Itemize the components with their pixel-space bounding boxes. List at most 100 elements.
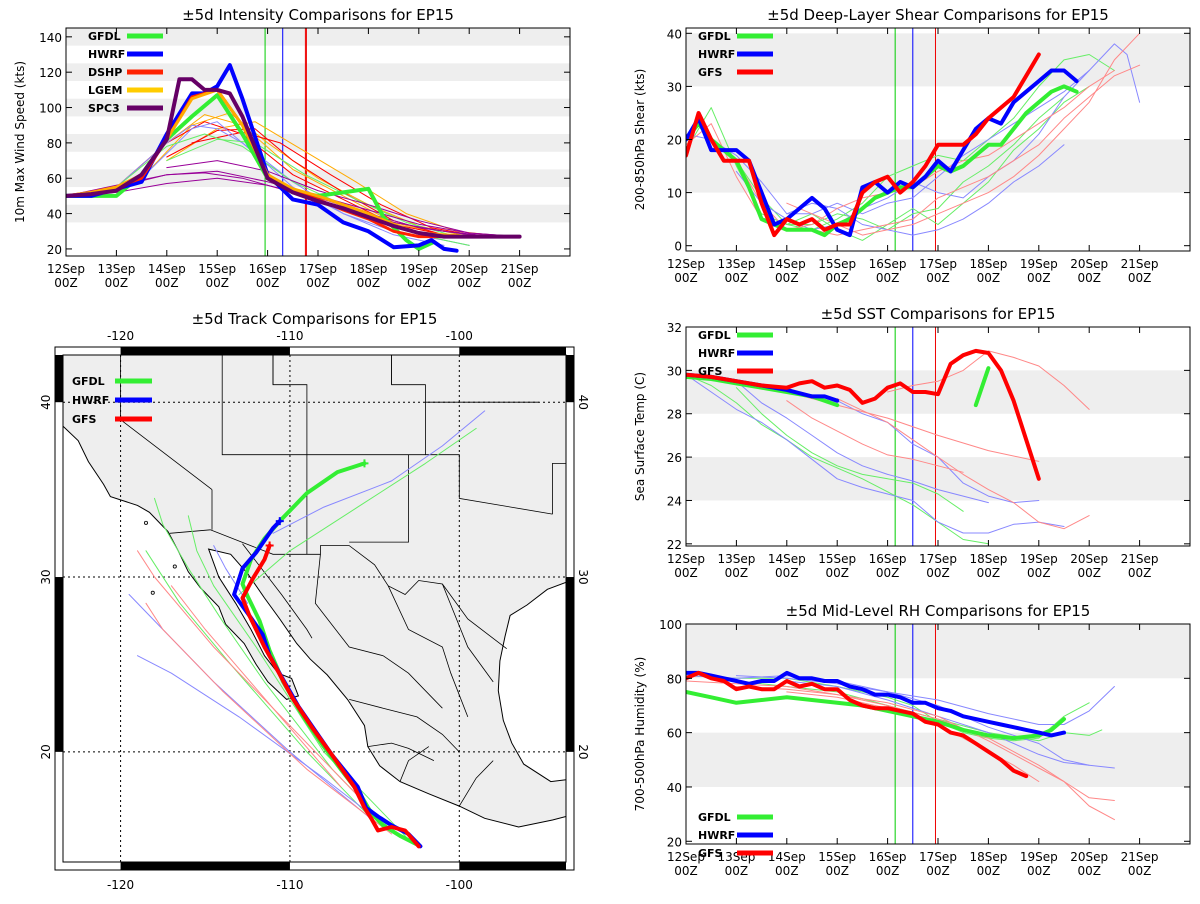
x-tick-label-date: 21Sep	[501, 262, 539, 276]
shaded-band	[66, 28, 570, 46]
x-tick-label-date: 12Sep	[47, 262, 85, 276]
plot-area	[66, 28, 570, 256]
y-tick-label: 40	[667, 27, 682, 41]
x-tick-label-hour: 00Z	[457, 276, 481, 290]
ensemble-member-line	[836, 398, 1090, 530]
x-tick-label-hour: 00Z	[407, 276, 431, 290]
border-bar	[120, 862, 290, 870]
ensemble-member-line	[166, 128, 495, 238]
legend-label: GFS	[72, 413, 97, 426]
island	[172, 564, 177, 569]
ensemble-track	[272, 410, 486, 534]
ensemble-member-line	[686, 680, 1115, 801]
chart-title: ±5d Mid-Level RH Comparisons for EP15	[786, 602, 1091, 620]
legend-label: HWRF	[698, 347, 735, 360]
ensemble-member-line	[887, 350, 1090, 410]
longitude-label-top: -100	[446, 329, 473, 343]
border-bar	[120, 347, 290, 355]
legend-label: HWRF	[72, 394, 109, 407]
x-tick-label-date: 13Sep	[717, 552, 755, 566]
latitude-label-right: 20	[576, 744, 590, 759]
political-border	[399, 746, 430, 782]
ensemble-track	[137, 550, 359, 797]
x-tick-label-date: 14Sep	[148, 262, 186, 276]
x-tick-label-date: 13Sep	[717, 257, 755, 271]
series-gfs	[686, 670, 1029, 779]
y-tick-label: 60	[667, 727, 682, 741]
x-tick-label-hour: 00Z	[725, 271, 749, 285]
y-axis-label: Sea Surface Temp (C)	[633, 372, 647, 501]
x-tick-label-hour: 00Z	[1128, 271, 1152, 285]
ensemble-member-line	[686, 675, 1115, 769]
y-tick-label: 40	[667, 781, 682, 795]
rh-chart: 12Sep00Z13Sep00Z14Sep00Z15Sep00Z16Sep00Z…	[633, 602, 1191, 878]
x-tick-label-date: 15Sep	[198, 262, 236, 276]
x-tick-label-date: 19Sep	[1020, 552, 1058, 566]
track-end-marker	[360, 459, 369, 468]
land-mass	[63, 355, 566, 828]
x-tick-label-hour: 00Z	[775, 864, 799, 878]
x-tick-label-hour: 00Z	[674, 271, 698, 285]
x-tick-label-date: 18Sep	[969, 850, 1007, 864]
political-border	[367, 742, 435, 761]
series-gfdl	[686, 84, 1079, 238]
shaded-band	[686, 624, 1190, 679]
x-tick-label-date: 20Sep	[1070, 257, 1108, 271]
x-tick-label-hour: 00Z	[825, 864, 849, 878]
series-hwrf	[686, 670, 1066, 738]
intensity-chart: 12Sep00Z13Sep00Z14Sep00Z15Sep00Z16Sep00Z…	[13, 6, 571, 290]
track-end-marker	[275, 517, 284, 526]
border-bar	[55, 577, 63, 752]
x-tick-label-hour: 00Z	[876, 864, 900, 878]
x-tick-label-date: 15Sep	[818, 552, 856, 566]
longitude-label-bottom: -120	[107, 878, 134, 892]
y-tick-label: 40	[47, 208, 62, 222]
ensemble-member-line	[786, 32, 1141, 236]
x-tick-label-hour: 00Z	[1128, 566, 1152, 580]
y-tick-label: 120	[39, 66, 62, 80]
ensemble-member-line	[786, 680, 1090, 766]
x-tick-label-hour: 00Z	[1077, 271, 1101, 285]
legend-label: GFS	[698, 365, 723, 378]
y-axis-label: 10m Max Wind Speed (kts)	[13, 61, 27, 223]
x-tick-label-hour: 00Z	[926, 566, 950, 580]
y-tick-label: 60	[47, 172, 62, 186]
ensemble-track	[170, 585, 342, 788]
x-tick-label-date: 16Sep	[249, 262, 287, 276]
longitude-label-bottom: -100	[446, 878, 473, 892]
x-tick-label-hour: 00Z	[775, 271, 799, 285]
ensemble-member-line	[973, 366, 991, 408]
x-tick-label-date: 21Sep	[1121, 850, 1159, 864]
series-spc3	[66, 77, 522, 239]
ensemble-track	[238, 427, 477, 595]
map-area	[63, 355, 566, 862]
political-border	[349, 699, 460, 753]
series-gfdl	[686, 689, 1066, 741]
x-tick-label-date: 12Sep	[667, 850, 705, 864]
y-tick-label: 100	[659, 618, 682, 632]
legend-label: GFDL	[88, 30, 121, 43]
legend-label: SPC3	[88, 102, 120, 115]
x-tick-label-hour: 00Z	[1027, 864, 1051, 878]
x-tick-label-hour: 00Z	[725, 566, 749, 580]
x-tick-label-date: 16Sep	[869, 850, 907, 864]
shaded-band	[686, 732, 1190, 787]
x-tick-label-hour: 00Z	[876, 271, 900, 285]
x-tick-label-hour: 00Z	[1027, 566, 1051, 580]
island	[143, 520, 148, 525]
shear-chart: 12Sep00Z13Sep00Z14Sep00Z15Sep00Z16Sep00Z…	[633, 6, 1191, 285]
political-border	[349, 454, 409, 543]
x-tick-label-date: 20Sep	[1070, 850, 1108, 864]
plot-area	[686, 327, 1190, 546]
x-tick-label-date: 17Sep	[919, 552, 957, 566]
x-tick-label-hour: 00Z	[926, 864, 950, 878]
political-border	[442, 583, 494, 683]
x-tick-label-date: 20Sep	[450, 262, 488, 276]
x-tick-label-date: 18Sep	[349, 262, 387, 276]
latitude-label-right: 40	[576, 395, 590, 410]
x-tick-label-date: 15Sep	[818, 850, 856, 864]
y-tick-label: 22	[667, 538, 682, 552]
legend-label: HWRF	[698, 829, 735, 842]
x-tick-label-hour: 00Z	[256, 276, 280, 290]
